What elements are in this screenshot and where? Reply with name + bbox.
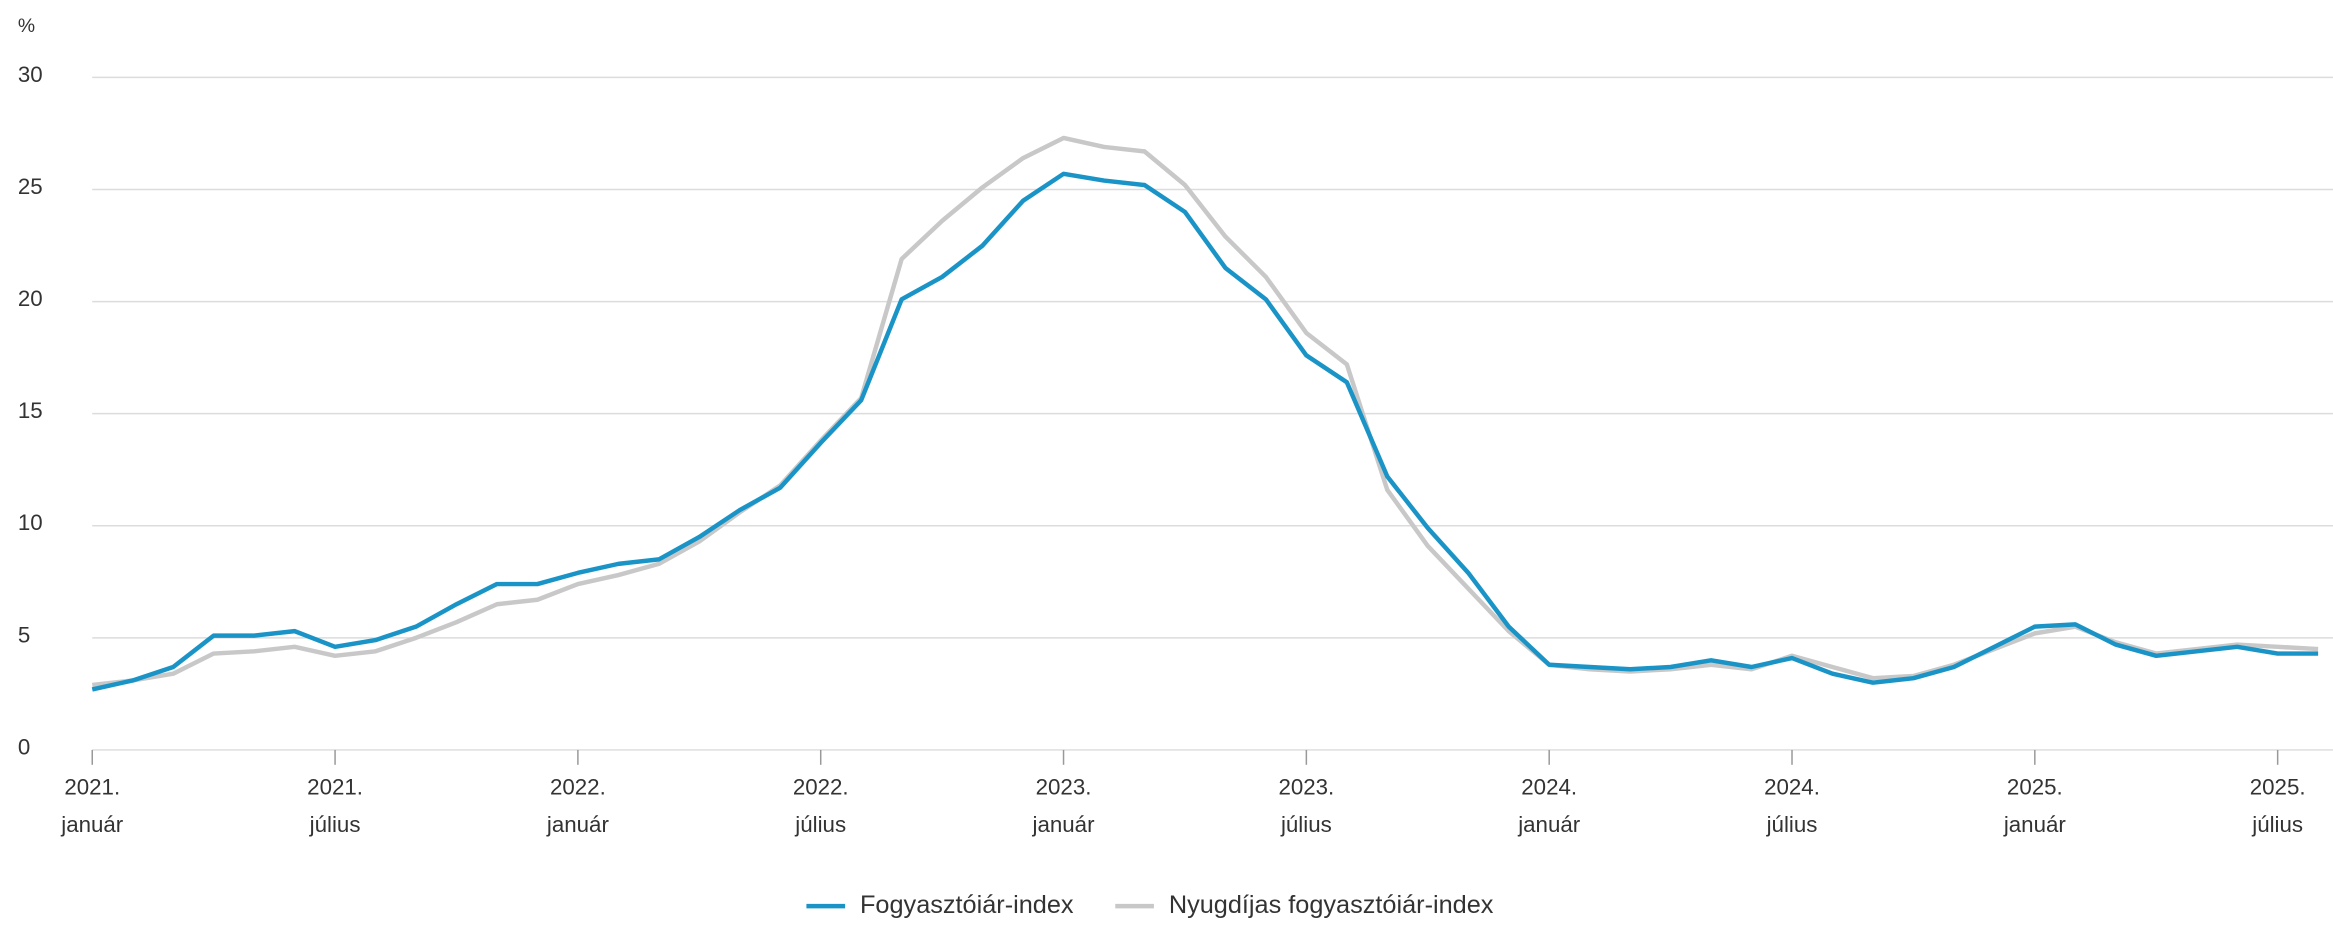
series-line: [92, 135, 2319, 688]
y-tick-label: 25: [18, 174, 43, 199]
y-tick-label: 15: [18, 398, 43, 423]
y-tick-label: 0: [18, 734, 30, 759]
x-tick-label: 2021. július: [307, 775, 363, 837]
x-tick-label: 2025. július: [2250, 775, 2306, 837]
legend-label: Nyugdíjas fogyasztóiár-index: [1169, 891, 1494, 919]
x-tick-label: 2025. január: [2003, 775, 2067, 837]
x-tick-label: 2023. január: [1032, 775, 1096, 837]
x-tick-label: 2021. január: [60, 775, 124, 837]
y-tick-label: 30: [18, 62, 43, 87]
x-tick-label: 2022. január: [546, 775, 610, 837]
series-line: [91, 171, 2319, 692]
y-axis-label: %: [18, 15, 35, 37]
y-tick-label: 10: [18, 510, 43, 535]
legend-label: Fogyasztóiár-index: [860, 891, 1074, 919]
x-tick-label: 2024. január: [1517, 775, 1581, 837]
x-tick-label: 2024. július: [1764, 775, 1820, 837]
x-tick-label: 2023. július: [1278, 775, 1334, 837]
y-tick-label: 5: [18, 622, 30, 647]
x-tick-label: 2022. július: [793, 775, 849, 837]
y-tick-label: 20: [18, 286, 43, 311]
